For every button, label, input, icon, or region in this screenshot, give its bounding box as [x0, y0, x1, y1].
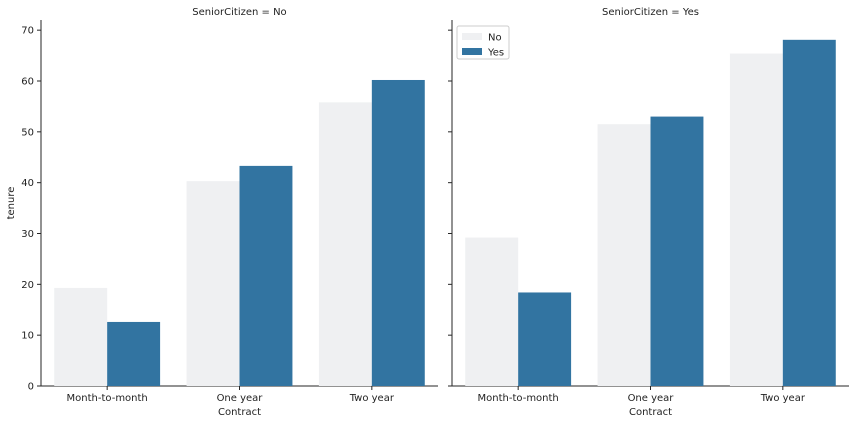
- legend-label-yes: Yes: [487, 48, 504, 59]
- legend-label-no: No: [488, 33, 502, 44]
- bar-no: [318, 102, 372, 386]
- y-tick-label: 40: [21, 178, 34, 189]
- bar-no: [186, 181, 240, 386]
- bar-no: [465, 237, 519, 386]
- y-tick-label: 0: [28, 382, 34, 393]
- x-tick-label: Two year: [760, 393, 806, 404]
- x-tick-label: One year: [217, 393, 264, 404]
- y-axis-label: tenure: [6, 187, 17, 220]
- bar-yes: [239, 165, 293, 386]
- bar-no: [54, 287, 108, 386]
- bar-yes: [107, 321, 161, 386]
- y-tick-label: 20: [21, 280, 34, 291]
- legend-swatch-yes: [462, 48, 482, 55]
- x-tick-label: Two year: [349, 393, 395, 404]
- legend-swatch-no: [462, 33, 482, 40]
- bar-yes: [518, 292, 572, 386]
- y-tick-label: 60: [21, 77, 34, 88]
- y-tick-label: 30: [21, 229, 34, 240]
- x-tick-label: One year: [628, 393, 675, 404]
- bar-no: [597, 124, 651, 386]
- x-tick-label: Month-to-month: [478, 393, 559, 404]
- bar-yes: [650, 116, 704, 386]
- x-axis-label: Contract: [629, 407, 672, 418]
- bar-yes: [782, 39, 836, 386]
- x-tick-label: Month-to-month: [67, 393, 148, 404]
- panel-title: SeniorCitizen = Yes: [602, 7, 699, 18]
- y-tick-label: 70: [21, 26, 34, 37]
- x-axis-label: Contract: [218, 407, 261, 418]
- y-tick-label: 10: [21, 331, 34, 342]
- panel-title: SeniorCitizen = No: [192, 7, 286, 18]
- bar-no: [729, 53, 783, 387]
- y-tick-label: 50: [21, 127, 34, 138]
- bar-yes: [371, 79, 425, 386]
